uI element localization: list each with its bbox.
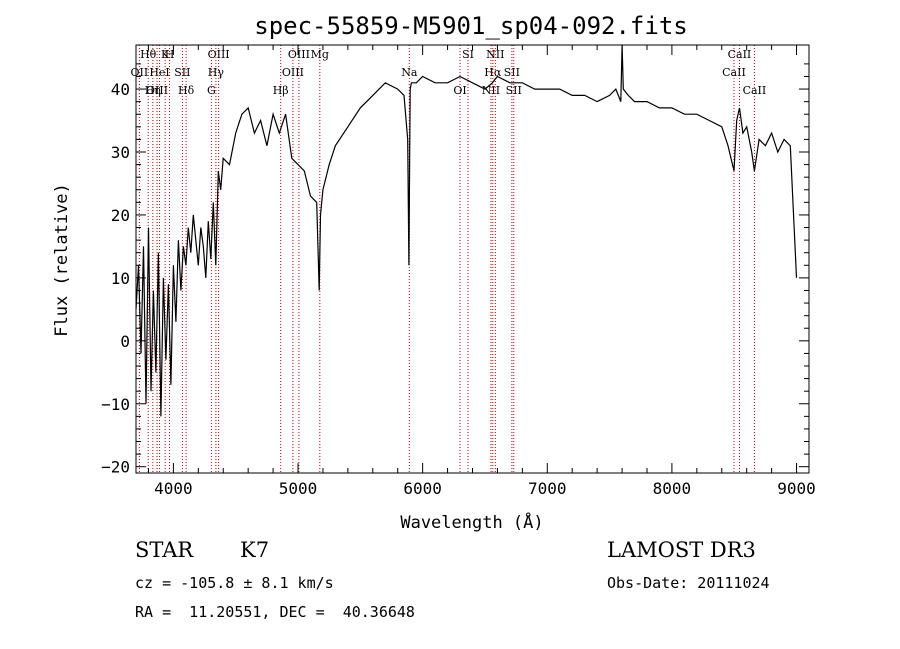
line-marker-label: SII: [174, 66, 190, 79]
line-marker-label: NII: [486, 48, 504, 61]
x-axis-label: Wavelength (Å): [400, 511, 543, 533]
flux-series: [135, 44, 798, 417]
x-tick-label: 8000: [653, 479, 692, 498]
line-marker-label: OII: [131, 66, 149, 79]
line-marker-label: SII: [506, 84, 522, 97]
line-marker-label: SI: [462, 48, 474, 61]
line-marker-label: OIII: [146, 84, 168, 97]
line-marker-label: CaII: [722, 66, 746, 79]
y-tick-label: 30: [111, 143, 130, 162]
obs-date: Obs-Date: 20111024: [607, 574, 770, 592]
line-marker-label: K: [161, 48, 170, 61]
y-tick-label: −10: [101, 395, 130, 414]
line-marker-label: HeI: [149, 66, 169, 79]
line-marker-label: OIII: [282, 66, 304, 79]
survey-name: LAMOST DR3: [607, 538, 756, 562]
coordinates: RA = 11.20551, DEC = 40.36648: [135, 603, 415, 621]
y-tick-label: 40: [111, 80, 130, 99]
line-marker-label: CaII: [743, 84, 767, 97]
line-marker-label: G: [207, 84, 216, 97]
line-marker-label: NII: [482, 84, 500, 97]
line-marker-label: OIII: [208, 48, 230, 61]
line-marker-label: Mg: [311, 48, 329, 61]
plot-frame: [135, 44, 810, 474]
line-marker-label: CaII: [728, 48, 752, 61]
x-tick-label: 5000: [279, 479, 318, 498]
line-marker-label: Hδ: [178, 84, 195, 97]
object-class: STAR: [135, 538, 194, 562]
chart-title: spec-55859-M5901_sp04-092.fits: [254, 12, 687, 40]
spectral-line-markers: HθOIIOIIIKHeIHηHSIIHδOIIIHγGOIIIOIIIHβMg…: [131, 45, 767, 473]
x-tick-label: 6000: [403, 479, 442, 498]
x-tick-label: 4000: [154, 479, 193, 498]
redshift-readout: cz = -105.8 ± 8.1 km/s: [135, 574, 334, 592]
line-marker-label: SII: [504, 66, 520, 79]
x-tick-label: 7000: [528, 479, 567, 498]
y-tick-label: −20: [101, 458, 130, 477]
y-tick-label: 10: [111, 269, 130, 288]
y-tick-label: 0: [120, 332, 130, 351]
line-marker-label: Na: [401, 66, 418, 79]
y-axis: −20 −10 0 10 20 30 40: [101, 63, 809, 477]
y-axis-label: Flux (relative): [52, 183, 72, 337]
line-marker-label: Hγ: [208, 66, 225, 79]
object-subclass: K7: [240, 538, 270, 562]
line-marker-label: H: [165, 48, 175, 61]
line-marker-label: Hη: [145, 84, 161, 97]
x-tick-label: 9000: [777, 479, 816, 498]
x-axis: 4000 5000 6000 7000 8000 9000: [147, 45, 816, 498]
line-marker-label: Hβ: [273, 84, 289, 97]
flux-line: [135, 44, 798, 417]
y-tick-label: 20: [111, 206, 130, 225]
line-marker-label: OI: [453, 84, 466, 97]
line-marker-label: Hα: [484, 66, 502, 79]
line-marker-label: OIII: [288, 48, 310, 61]
